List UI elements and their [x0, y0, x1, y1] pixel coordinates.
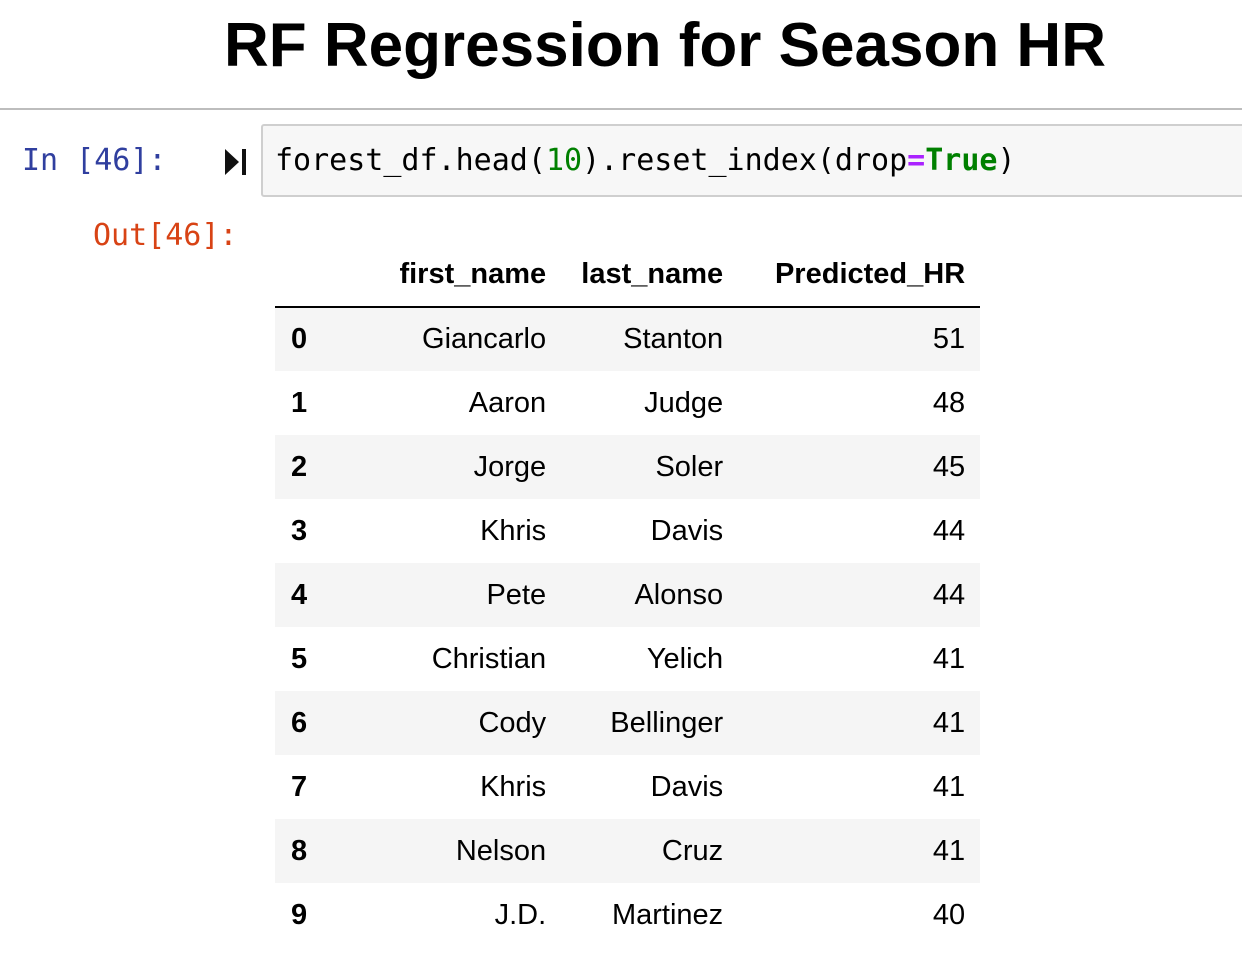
cell-last-name: Cruz	[661, 834, 724, 867]
cell-first-name: Pete	[486, 578, 547, 611]
row-index: 7	[291, 770, 308, 803]
table-row: 7 Khris Davis 41	[275, 755, 981, 819]
cell-predicted-hr: 51	[932, 323, 966, 355]
row-index: 1	[291, 386, 308, 419]
row-index: 2	[291, 450, 308, 483]
cell-last-name: Stanton	[623, 323, 724, 355]
row-index: 8	[291, 834, 308, 867]
cell-last-name: Soler	[655, 450, 724, 483]
cell-predicted-hr: 44	[932, 514, 966, 547]
cell-predicted-hr: 41	[932, 706, 966, 739]
table-row: 2 Jorge Soler 45	[275, 435, 981, 499]
table-row: 6 Cody Bellinger 41	[275, 691, 981, 755]
column-header-predicted-hr: Predicted_HR	[738, 243, 981, 308]
table-row: 9 J.D. Martinez 40	[275, 883, 981, 947]
row-index: 3	[291, 514, 308, 547]
table-row: 3 Khris Davis 44	[275, 499, 981, 563]
cell-predicted-hr: 41	[932, 834, 966, 867]
dataframe-table: first_name last_name Predicted_HR 0 Gian…	[275, 243, 981, 947]
code-text: )	[997, 143, 1016, 178]
table-row: 5 Christian Yelich 41	[275, 627, 981, 691]
row-index: 4	[291, 578, 308, 611]
table-header-row: first_name last_name Predicted_HR	[275, 243, 981, 308]
cell-predicted-hr: 48	[932, 386, 966, 419]
column-header-first-name: first_name	[347, 243, 562, 308]
row-index: 9	[291, 898, 308, 931]
cell-last-name: Judge	[644, 386, 724, 419]
cell-last-name: Martinez	[611, 898, 724, 931]
cell-predicted-hr: 40	[932, 898, 966, 931]
cell-last-name: Davis	[650, 514, 724, 547]
cell-last-name: Yelich	[646, 642, 724, 675]
cell-predicted-hr: 44	[932, 578, 966, 611]
code-keyword: True	[925, 143, 998, 178]
table-row: 1 Aaron Judge 48	[275, 371, 981, 435]
code-input-area[interactable]: forest_df.head(10).reset_index(drop=True…	[261, 124, 1242, 197]
cell-last-name: Alonso	[634, 578, 724, 611]
cell-first-name: Jorge	[473, 450, 547, 483]
code-line[interactable]: forest_df.head(10).reset_index(drop=True…	[275, 140, 1016, 182]
markdown-heading: RF Regression for Season HR	[224, 11, 1106, 80]
code-text: forest_df.head(	[275, 143, 546, 178]
column-header-last-name: last_name	[561, 243, 739, 308]
table-row: 0 Giancarlo Stanton 51	[275, 307, 981, 371]
cell-first-name: Cody	[478, 706, 547, 739]
cell-first-name: Christian	[431, 642, 547, 675]
row-index: 0	[291, 323, 308, 355]
code-text: ).reset_index(drop	[582, 143, 908, 178]
cell-predicted-hr: 45	[932, 450, 966, 483]
cell-first-name: Aaron	[468, 386, 547, 419]
run-cell-icon[interactable]	[224, 147, 248, 177]
table-row: 4 Pete Alonso 44	[275, 563, 981, 627]
row-index: 5	[291, 642, 308, 675]
code-number: 10	[545, 143, 583, 178]
input-prompt: In [46]:	[22, 143, 167, 178]
cell-predicted-hr: 41	[932, 642, 966, 675]
cell-first-name: Nelson	[455, 834, 547, 867]
cell-last-name: Davis	[650, 770, 724, 803]
cell-first-name: Khris	[480, 514, 547, 547]
cell-predicted-hr: 41	[932, 770, 966, 803]
cell-last-name: Bellinger	[610, 706, 724, 739]
table-row: 8 Nelson Cruz 41	[275, 819, 981, 883]
row-index: 6	[291, 706, 308, 739]
index-header	[275, 243, 348, 308]
cell-first-name: Khris	[480, 770, 547, 803]
code-operator: =	[907, 143, 926, 178]
cell-first-name: J.D.	[494, 898, 547, 931]
cell-first-name: Giancarlo	[422, 323, 547, 355]
heading-divider	[0, 108, 1242, 110]
output-prompt: Out[46]:	[93, 218, 238, 253]
